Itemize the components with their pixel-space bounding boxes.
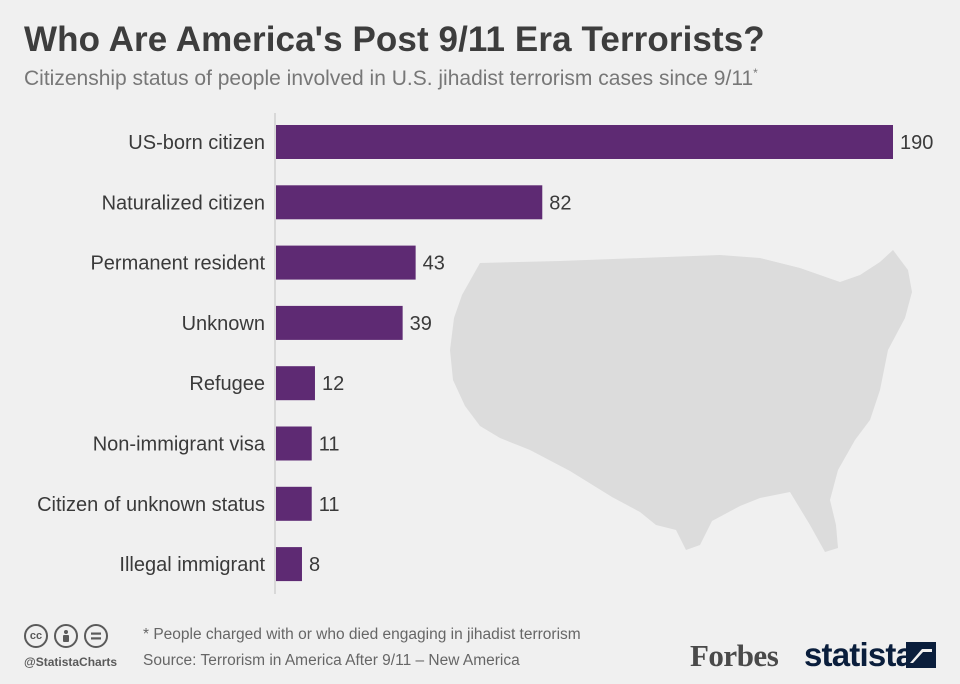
bar-us-born-citizen <box>276 125 893 159</box>
statista-logo: statista <box>804 636 914 673</box>
us-map-silhouette <box>450 250 912 552</box>
category-label-citizen-of-unknown-status: Citizen of unknown status <box>37 494 265 516</box>
chart-title: Who Are America's Post 9/11 Era Terroris… <box>24 20 765 59</box>
statista-logo-icon <box>906 642 936 668</box>
bar-naturalized-citizen <box>276 185 543 220</box>
bar-group <box>276 125 893 582</box>
attribution-icon <box>54 624 78 648</box>
us-map-shape <box>450 250 912 552</box>
bar-unknown <box>276 305 403 340</box>
creative-commons-icon: cc <box>24 624 48 648</box>
chart-subtitle: Citizenship status of people involved in… <box>24 66 758 91</box>
source-note: Source: Terrorism in America After 9/11 … <box>143 652 520 669</box>
category-label-non-immigrant-visa: Non-immigrant visa <box>93 434 266 456</box>
category-label-illegal-immigrant: Illegal immigrant <box>119 554 265 576</box>
value-label-us-born-citizen: 190 <box>900 132 933 154</box>
category-label-unknown: Unknown <box>182 313 265 335</box>
value-label-citizen-of-unknown-status: 11 <box>319 494 340 516</box>
category-label-permanent-resident: Permanent resident <box>90 253 265 275</box>
license-icons: cc <box>24 624 108 648</box>
statista-handle: @StatistaCharts <box>24 655 118 669</box>
value-label-unknown: 39 <box>410 313 432 335</box>
bar-non-immigrant-visa <box>276 426 312 461</box>
value-label-refugee: 12 <box>322 373 344 395</box>
value-label-permanent-resident: 43 <box>423 253 445 275</box>
value-label-non-immigrant-visa: 11 <box>319 434 340 456</box>
bar-citizen-of-unknown-status <box>276 486 312 521</box>
bar-refugee <box>276 366 315 401</box>
category-label-refugee: Refugee <box>189 373 265 395</box>
subtitle-footnote-marker: * <box>753 66 758 80</box>
category-label-us-born-citizen: US-born citizen <box>128 132 265 154</box>
bar-illegal-immigrant <box>276 547 302 582</box>
bar-permanent-resident <box>276 245 416 280</box>
category-labels: US-born citizen Naturalized citizen Perman… <box>37 132 266 576</box>
category-label-naturalized-citizen: Naturalized citizen <box>102 192 265 214</box>
no-derivatives-icon <box>84 624 108 648</box>
subtitle-text: Citizenship status of people involved in… <box>24 67 754 90</box>
footnote: * People charged with or who died engagi… <box>143 626 581 643</box>
value-label-naturalized-citizen: 82 <box>549 192 571 214</box>
value-label-illegal-immigrant: 8 <box>309 554 320 576</box>
value-labels: 190 82 43 39 12 11 11 8 <box>309 132 933 576</box>
forbes-logo: Forbes <box>690 638 779 673</box>
